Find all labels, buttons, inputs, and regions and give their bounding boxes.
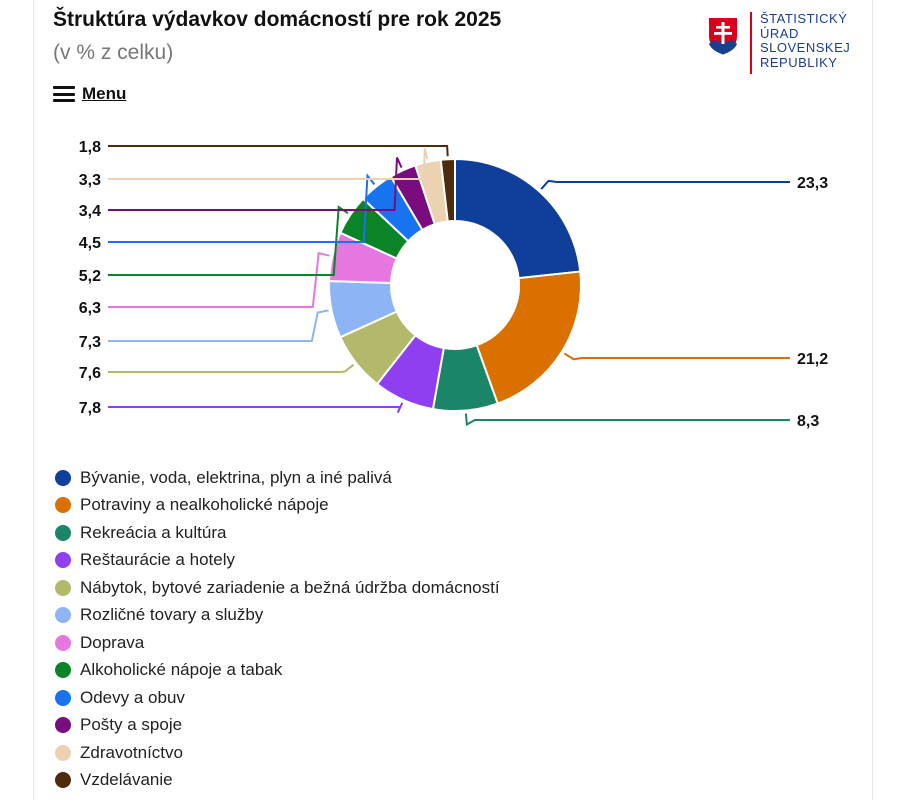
- legend-marker: [55, 717, 71, 734]
- data-label-byvanie-voda-elektrina-plyn-a-ine-paliva: 23,3: [797, 175, 828, 192]
- logo-line-2: ÚRAD: [760, 25, 799, 41]
- legend-label: Doprava: [80, 632, 145, 652]
- legend-label: Nábytok, bytové zariadenie a bežná údržb…: [80, 577, 500, 597]
- legend-label: Alkoholické nápoje a tabak: [80, 660, 283, 680]
- legend-marker: [55, 772, 71, 789]
- data-label-vzdelavanie: 1,8: [79, 139, 101, 156]
- legend-label: Rekreácia a kultúra: [80, 522, 227, 542]
- legend-item-alkoholicke-napoje-a-tabak[interactable]: Alkoholické nápoje a tabak: [55, 657, 500, 685]
- connector-vzdelavanie: [108, 144, 449, 157]
- legend-marker: [55, 552, 71, 569]
- data-label-odevy-a-obuv: 4,5: [79, 235, 101, 252]
- legend-marker: [55, 634, 71, 651]
- legend-marker: [55, 497, 71, 514]
- legend-item-zdravotnictvo[interactable]: Zdravotníctvo: [55, 739, 500, 767]
- legend-marker: [55, 607, 71, 624]
- slovak-coat-of-arms-icon: [706, 15, 740, 58]
- label-connectors: [108, 144, 790, 427]
- legend-label: Reštaurácie a hotely: [80, 550, 235, 570]
- susr-logo[interactable]: ŠTATISTICKÝ ÚRAD SLOVENSKEJ REPUBLIKY: [705, 11, 855, 76]
- slice-byvanie-voda-elektrina-plyn-a-ine-paliva[interactable]: [454, 157, 582, 280]
- legend: Bývanie, voda, elektrina, plyn a iné pal…: [55, 464, 500, 794]
- legend-label: Pošty a spoje: [80, 715, 183, 735]
- data-label-rozlicne-tovary-a-sluzby: 7,3: [79, 334, 101, 351]
- legend-label: Bývanie, voda, elektrina, plyn a iné pal…: [80, 467, 392, 487]
- hamburger-icon: [53, 86, 75, 102]
- menu-button[interactable]: Menu: [53, 84, 126, 104]
- connector-nabytok-bytove-zariadenie-a-bezna-udrzba-domacnosti: [108, 363, 355, 373]
- connector-zdravotnictvo: [108, 148, 429, 180]
- legend-item-vzdelavanie[interactable]: Vzdelávanie: [55, 767, 500, 795]
- connector-doprava: [108, 251, 330, 308]
- legend-item-rekreacia-a-kultura[interactable]: Rekreácia a kultúra: [55, 519, 500, 547]
- connector-potraviny-a-nealkoholicke-napoje: [563, 352, 790, 361]
- legend-label: Potraviny a nealkoholické nápoje: [80, 495, 329, 515]
- logo-line-3: SLOVENSKEJ: [760, 40, 851, 55]
- card-right-border: [872, 0, 873, 800]
- connector-rekreacia-a-kultura: [464, 413, 790, 427]
- data-label-alkoholicke-napoje-a-tabak: 5,2: [79, 268, 101, 285]
- legend-marker: [55, 662, 71, 679]
- legend-item-byvanie-voda-elektrina-plyn-a-ine-paliva[interactable]: Bývanie, voda, elektrina, plyn a iné pal…: [55, 464, 500, 492]
- logo-text: ŠTATISTICKÝ ÚRAD SLOVENSKEJ REPUBLIKY: [760, 11, 860, 70]
- legend-item-doprava[interactable]: Doprava: [55, 629, 500, 657]
- chart-subtitle: (v % z celku): [53, 41, 174, 64]
- legend-item-rozlicne-tovary-a-sluzby[interactable]: Rozličné tovary a služby: [55, 602, 500, 630]
- legend-item-potraviny-a-nealkoholicke-napoje[interactable]: Potraviny a nealkoholické nápoje: [55, 492, 500, 520]
- data-label-restauracie-a-hotely: 7,8: [79, 400, 101, 417]
- data-label-nabytok-bytove-zariadenie-a-bezna-udrzba-domacnosti: 7,6: [79, 365, 101, 382]
- logo-line-1: ŠTATISTICKÝ: [760, 11, 848, 26]
- connector-posty-a-spoje: [108, 157, 403, 211]
- legend-label: Rozličné tovary a služby: [80, 605, 264, 625]
- legend-label: Zdravotníctvo: [80, 742, 183, 762]
- data-label-potraviny-a-nealkoholicke-napoje: 21,2: [797, 351, 828, 368]
- data-label-posty-a-spoje: 3,4: [79, 203, 101, 220]
- legend-label: Vzdelávanie: [80, 770, 173, 790]
- connector-restauracie-a-hotely: [108, 402, 404, 414]
- connector-odevy-a-obuv: [108, 173, 376, 243]
- chart-title: Štruktúra výdavkov domácností pre rok 20…: [53, 8, 502, 31]
- data-labels: 23,3 21,2 8,3 7,8 7,6 7,3 6,3 5,2 4,5 3,4 3,3 1,8: [79, 139, 828, 430]
- legend-item-restauracie-a-hotely[interactable]: Reštaurácie a hotely: [55, 547, 500, 575]
- donut-slices: [328, 157, 582, 412]
- menu-label: Menu: [82, 84, 127, 103]
- logo-divider: [750, 12, 752, 74]
- card-left-border: [33, 0, 34, 800]
- donut-chart: 23,3 21,2 8,3 7,8 7,6 7,3 6,3 5,2 4,5 3,4 3,3 1,8: [79, 139, 828, 430]
- legend-marker: [55, 469, 71, 486]
- legend-label: Odevy a obuv: [80, 687, 185, 707]
- connector-rozlicne-tovary-a-sluzby: [108, 309, 329, 342]
- logo-line-4: REPUBLIKY: [760, 54, 838, 70]
- data-label-rekreacia-a-kultura: 8,3: [797, 413, 819, 430]
- data-label-zdravotnictvo: 3,3: [79, 172, 101, 189]
- legend-marker: [55, 744, 71, 761]
- data-label-doprava: 6,3: [79, 300, 101, 317]
- legend-marker: [55, 689, 71, 706]
- legend-item-posty-a-spoje[interactable]: Pošty a spoje: [55, 712, 500, 740]
- legend-marker: [55, 579, 71, 596]
- legend-item-nabytok-bytove-zariadenie-a-bezna-udrzba-domacnosti[interactable]: Nábytok, bytové zariadenie a bežná údržb…: [55, 574, 500, 602]
- legend-item-odevy-a-obuv[interactable]: Odevy a obuv: [55, 684, 500, 712]
- connector-byvanie-voda-elektrina-plyn-a-ine-paliva: [540, 179, 790, 190]
- slice-vzdelavanie[interactable]: [439, 157, 456, 223]
- slice-potraviny-a-nealkoholicke-napoje[interactable]: [475, 270, 582, 405]
- legend-marker: [55, 524, 71, 541]
